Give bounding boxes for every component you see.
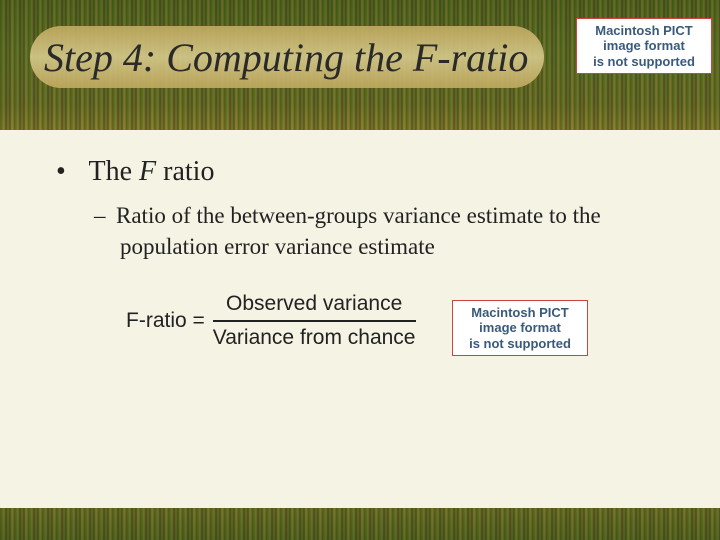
broken-image-line: is not supported	[581, 54, 707, 70]
broken-image-line: is not supported	[457, 336, 583, 352]
formula-denominator: Variance from chance	[213, 326, 416, 350]
f-ratio-formula: F-ratio = Observed variance Variance fro…	[126, 292, 416, 350]
bullet-l1-text: ratio	[156, 156, 214, 187]
bullet-content: The F ratio Ratio of the between-groups …	[56, 156, 680, 262]
broken-image-line: Macintosh PICT	[581, 23, 707, 39]
slide-title: Step 4: Computing the F-ratio	[44, 26, 528, 88]
bottom-texture-band	[0, 508, 720, 540]
formula-label: F-ratio =	[126, 309, 205, 333]
formula-fraction-line	[213, 320, 416, 322]
broken-image-line: image format	[457, 320, 583, 336]
broken-image-placeholder-mid: Macintosh PICT image format is not suppo…	[452, 300, 588, 356]
formula-fraction: Observed variance Variance from chance	[213, 292, 416, 350]
bullet-l1-text: The	[89, 156, 140, 187]
broken-image-line: image format	[581, 38, 707, 54]
bullet-l1-f-italic: F	[139, 156, 156, 187]
formula-numerator: Observed variance	[226, 292, 402, 316]
broken-image-placeholder-top: Macintosh PICT image format is not suppo…	[576, 18, 712, 74]
bullet-level-1: The F ratio	[56, 156, 680, 188]
broken-image-line: Macintosh PICT	[457, 305, 583, 321]
bullet-level-2: Ratio of the between-groups variance est…	[120, 200, 680, 262]
